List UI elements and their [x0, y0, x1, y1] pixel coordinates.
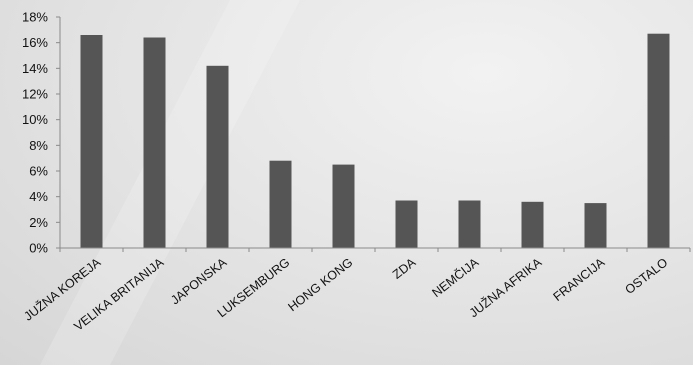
x-category-label: JAPONSKA [168, 255, 230, 307]
axes [56, 16, 691, 252]
bar-japonska [206, 65, 229, 248]
background-streak [40, 0, 300, 365]
x-category-label: NEMČIJA [429, 254, 482, 300]
y-tick-label: 2% [29, 215, 48, 230]
bar-zda [395, 200, 418, 248]
y-tick-label: 6% [29, 164, 48, 179]
bar-ju-na-afrika [521, 201, 544, 248]
y-tick-label: 10% [22, 112, 48, 127]
bar-ostalo [647, 33, 670, 249]
x-category-label: OSTALO [622, 255, 670, 297]
y-tick-label: 0% [29, 241, 48, 256]
y-tick-label: 8% [29, 138, 48, 153]
bar-hong-kong [332, 164, 355, 248]
x-category-label: ZDA [390, 255, 419, 282]
y-tick-label: 12% [22, 87, 48, 102]
background-decoration [40, 0, 300, 365]
bar-series [80, 33, 670, 249]
bar-nem-ija [458, 200, 481, 248]
y-axis-tick-labels: 0% 2% 4% 6% 8% 10% 12% 14% 16% 18% [22, 10, 48, 256]
y-tick-label: 4% [29, 189, 48, 204]
bar-francija [584, 203, 607, 248]
y-tick-label: 16% [22, 35, 48, 50]
bar-ju-na-koreja [80, 35, 103, 248]
y-tick-label: 18% [22, 10, 48, 25]
bar-luksemburg [269, 160, 292, 248]
y-tick-label: 14% [22, 61, 48, 76]
x-category-label: FRANCIJA [551, 255, 608, 304]
bar-velika-britanija [143, 37, 166, 248]
x-category-label: HONG KONG [285, 255, 355, 314]
